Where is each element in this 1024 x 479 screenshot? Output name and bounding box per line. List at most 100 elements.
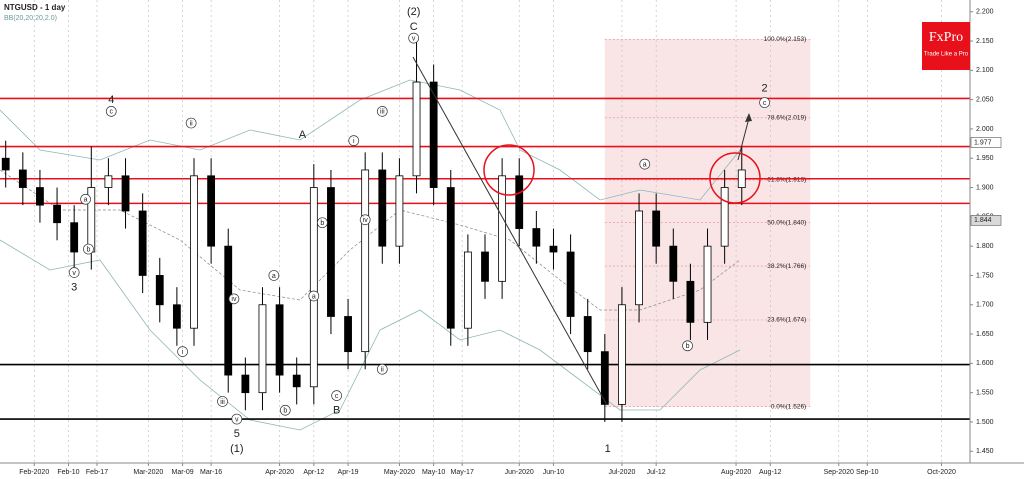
wave-label-circle — [231, 413, 243, 425]
y-tick-label: 1.750 — [976, 272, 994, 279]
fib-label: 78.6%(2.019) — [767, 115, 806, 122]
bollinger-lower — [0, 239, 741, 431]
wave-label-circle — [228, 293, 240, 305]
candle-body — [600, 351, 609, 405]
x-tick-label: Aug-12 — [759, 469, 782, 476]
y-tick-label: 1.600 — [976, 360, 994, 367]
price-tag-label: 1.977 — [974, 139, 992, 146]
wave-label-circle — [68, 267, 80, 278]
wave-label-circle — [639, 158, 651, 170]
arrow-head — [745, 113, 752, 122]
candle-body — [224, 245, 233, 376]
y-tick-label: 1.500 — [976, 419, 994, 426]
wave-label: b — [86, 246, 90, 253]
x-tick-label: May-17 — [451, 469, 474, 476]
wave-label: (1) — [230, 443, 243, 455]
wave-label: ii — [381, 367, 385, 374]
wave-label: 1 — [605, 443, 611, 455]
x-tick-label: May-10 — [422, 469, 445, 476]
fib-label: 61.8%(1.913) — [767, 177, 806, 184]
wave-label-circle — [408, 32, 420, 44]
x-tick-label: Apr-19 — [338, 469, 359, 476]
candle-body — [652, 210, 661, 247]
candle-body — [686, 280, 695, 323]
candle-body — [241, 374, 250, 394]
candle-body — [104, 175, 113, 188]
candle-body — [258, 304, 267, 394]
candle-body — [669, 245, 678, 282]
y-tick-label: 2.200 — [976, 9, 994, 16]
wave-label: ii — [190, 120, 194, 127]
x-tick-label: Mar-16 — [200, 469, 222, 476]
wave-label-circle — [759, 97, 770, 108]
x-tick-label: Mar-09 — [171, 469, 193, 476]
y-tick-label: 1.650 — [976, 331, 994, 338]
y-tick-label: 1.950 — [976, 155, 994, 162]
candle-body — [720, 187, 729, 247]
candle-body — [309, 187, 318, 388]
candle-body — [566, 251, 575, 317]
candle-body — [275, 304, 284, 376]
wave-label: 4 — [108, 94, 114, 106]
candle-body — [703, 245, 712, 323]
wave-label: v — [412, 35, 416, 42]
candle-body — [207, 175, 216, 247]
x-tick-label: Jun-2020 — [505, 469, 534, 476]
x-tick-label: Apr-2020 — [265, 469, 294, 476]
wave-label: iii — [380, 109, 385, 116]
y-tick-label: 1.800 — [976, 243, 994, 250]
candle-body — [172, 304, 181, 329]
candle-body — [292, 374, 301, 388]
wave-label: b — [283, 408, 287, 415]
candle-body — [361, 169, 370, 353]
wave-label: a — [312, 293, 316, 300]
candle-body — [53, 204, 61, 224]
y-tick-label: 1.700 — [976, 302, 994, 309]
logo-tagline: Trade Like a Pro — [924, 52, 969, 58]
highlight-circle — [483, 144, 535, 196]
candle-body — [635, 210, 643, 306]
candle-body — [378, 169, 387, 247]
candle-body — [1, 157, 10, 171]
chart-title: NTGUSD - 1 day — [4, 3, 66, 12]
wave-label: i — [182, 349, 184, 356]
x-tick-label: Jun-10 — [543, 469, 565, 476]
candle-body — [327, 187, 335, 317]
candle-body — [18, 169, 27, 188]
y-tick-label: 2.050 — [976, 96, 994, 103]
candle-body — [395, 175, 404, 247]
candle-body — [515, 175, 524, 229]
wave-label: iv — [363, 217, 369, 224]
wave-label: c — [335, 393, 339, 400]
candle-body — [737, 169, 746, 188]
wave-label-circle — [177, 346, 188, 357]
x-tick-label: Jul-12 — [647, 469, 666, 476]
wave-label: C — [410, 21, 418, 33]
logo-brand: FxPro — [929, 30, 963, 45]
candle-body — [498, 175, 507, 282]
fib-label: 100.0%(2.153) — [764, 36, 807, 43]
wave-label-circle — [376, 363, 388, 375]
wave-label: v — [235, 416, 239, 423]
wave-label: b — [686, 343, 690, 350]
x-tick-label: May-2020 — [384, 469, 415, 476]
price-tag — [970, 215, 1002, 226]
x-tick-label: Sep-10 — [856, 469, 879, 476]
indicator-label: BB(20,20,20,2.0) — [4, 15, 57, 22]
y-tick-label: 2.100 — [976, 67, 994, 74]
y-tick-label: 2.000 — [976, 126, 994, 133]
candle-body — [618, 304, 626, 405]
wave-label-circle — [348, 135, 360, 147]
wave-label-circle — [80, 193, 91, 205]
y-tick-label: 2.150 — [976, 38, 994, 45]
fib-label: 38.2%(1.766) — [767, 263, 806, 270]
y-tick-label: 1.550 — [976, 390, 994, 397]
x-tick-label: Aug-2020 — [721, 469, 751, 476]
candle-body — [429, 81, 438, 188]
wave-label-circle — [83, 243, 94, 255]
wave-label: a — [272, 273, 276, 280]
y-tick-label: 1.900 — [976, 184, 994, 191]
x-tick-label: Oct-2020 — [927, 469, 956, 476]
